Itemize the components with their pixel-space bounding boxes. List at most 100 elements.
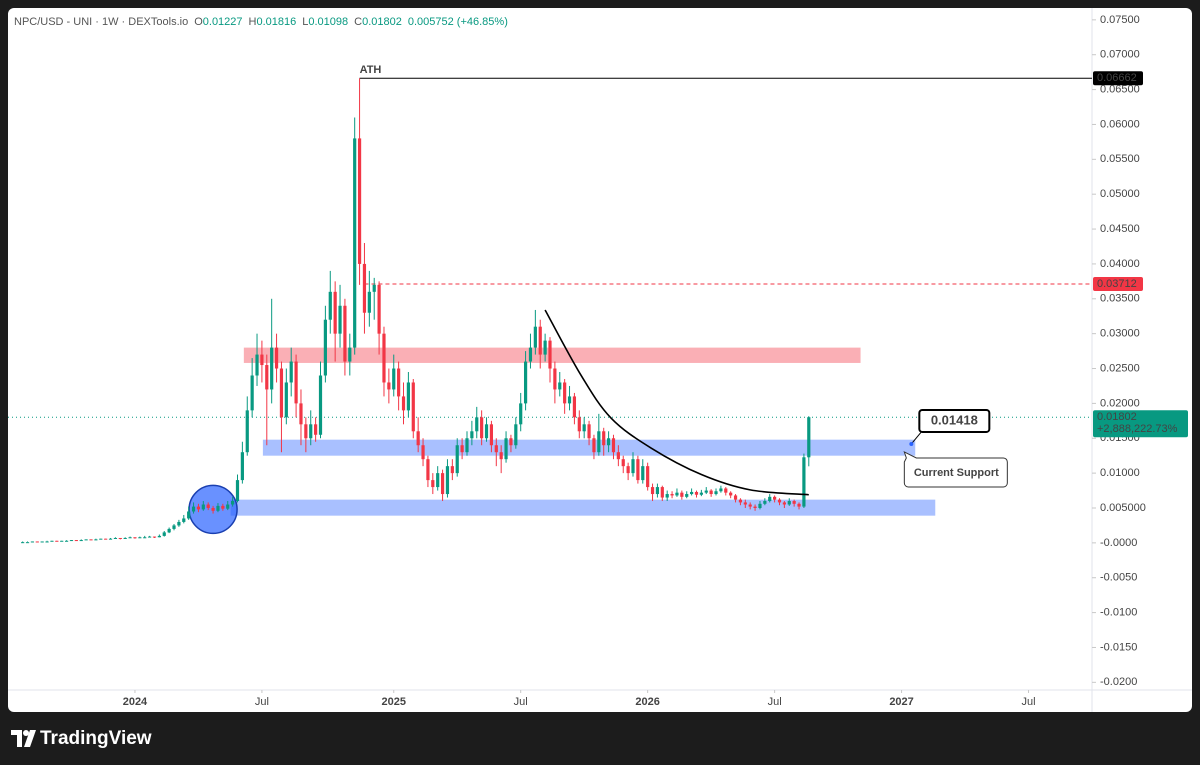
candle-body	[421, 445, 425, 460]
candle-body	[611, 438, 616, 453]
candle-body	[587, 424, 591, 439]
zone	[243, 347, 861, 363]
candle-body	[60, 540, 64, 542]
candle-body	[328, 291, 332, 320]
x-tick-label: 2025	[382, 696, 406, 708]
ath-badge-label: 0.06662	[1097, 72, 1137, 84]
candle-body	[514, 424, 518, 446]
candle-body	[294, 361, 298, 404]
candle-body	[64, 540, 69, 542]
candle-body	[30, 541, 35, 543]
y-tick-label: 0.06500	[1100, 83, 1140, 95]
y-tick-label: 0.005000	[1100, 502, 1146, 514]
candle-body	[426, 459, 430, 481]
candle-body	[709, 490, 713, 495]
logo-mark	[24, 730, 36, 747]
ohlc-value: 0.01816	[256, 16, 296, 28]
candle-body	[357, 138, 362, 264]
candle-body	[206, 504, 210, 508]
candle-body	[597, 431, 601, 453]
candle-body	[314, 424, 318, 435]
candle-body	[475, 417, 479, 432]
candle-body	[133, 537, 137, 539]
candle-body	[699, 492, 703, 495]
candle-body	[50, 540, 54, 542]
candle-body	[602, 431, 606, 446]
y-tick-label: 0.04000	[1100, 258, 1140, 270]
candle-body	[387, 382, 391, 390]
candle-body	[255, 354, 259, 376]
candle-body	[665, 494, 669, 498]
candle-body	[231, 501, 235, 505]
candle-body	[616, 452, 620, 460]
candle-body	[655, 487, 660, 495]
candle-body	[323, 319, 327, 376]
candle-body	[553, 368, 557, 390]
candle-body	[411, 382, 415, 432]
ohlc-label: L	[302, 16, 308, 28]
y-tick-label: 0.03500	[1100, 293, 1140, 305]
candle-body	[719, 488, 723, 492]
candle-body	[382, 333, 386, 383]
ohlc-value: 0.01098	[308, 16, 348, 28]
candle-body	[650, 487, 655, 495]
candle-body	[104, 538, 108, 540]
candle-body	[480, 417, 484, 439]
candle-body	[631, 459, 635, 474]
y-tick-label: -0.0100	[1100, 607, 1137, 619]
plot-area: ATH 0.01418 Current Support	[8, 64, 1092, 544]
candle-body	[108, 538, 113, 540]
candle-body	[123, 537, 127, 539]
trend-curve	[544, 309, 809, 496]
candle-body	[509, 438, 513, 446]
candle-body	[89, 539, 93, 541]
candle-body	[724, 488, 728, 493]
candle-body	[348, 347, 352, 362]
y-tick-label: 0.05500	[1100, 153, 1140, 165]
candle-body	[519, 403, 523, 425]
candle-body	[84, 539, 88, 541]
candle-body	[128, 537, 132, 539]
candle-body	[367, 291, 371, 313]
candle-body	[157, 535, 161, 538]
candle-body	[470, 431, 474, 439]
candle-body	[284, 382, 288, 418]
candle-body	[592, 438, 596, 453]
last-price-badge	[1093, 410, 1188, 438]
candle-body	[304, 424, 308, 439]
candle-body	[499, 452, 503, 460]
candle-body	[377, 284, 381, 334]
candle-body	[685, 494, 689, 497]
candle-body	[162, 532, 166, 536]
candle-body	[802, 457, 806, 507]
candle-body	[235, 480, 240, 502]
candle-body	[440, 473, 445, 495]
candle-body	[670, 494, 674, 496]
x-tick-label: Jul	[1021, 696, 1035, 708]
candle-body	[226, 504, 230, 509]
y-tick-label: -0.0150	[1100, 641, 1137, 653]
candle-body	[401, 396, 406, 411]
candle-body	[392, 368, 396, 390]
candle-body	[626, 466, 630, 474]
candle-body	[641, 466, 645, 481]
y-tick-label: 0.02000	[1100, 397, 1140, 409]
candle-body	[567, 396, 572, 404]
candle-body	[69, 540, 74, 542]
candle-body	[758, 503, 762, 508]
candle-body	[265, 365, 269, 390]
candle-body	[558, 382, 562, 390]
candle-body	[533, 326, 537, 348]
candle-body	[113, 537, 118, 539]
resistance-badge-label: 0.03712	[1097, 278, 1137, 290]
y-tick-label: -0.0000	[1100, 537, 1137, 549]
candle-body	[675, 492, 679, 496]
candle-body	[753, 506, 757, 508]
candle-body	[494, 445, 498, 453]
y-tick-label: 0.07000	[1100, 49, 1140, 61]
candle-body	[714, 491, 718, 495]
candle-body	[406, 382, 410, 411]
candle-body	[548, 340, 552, 369]
candle-body	[416, 431, 420, 446]
